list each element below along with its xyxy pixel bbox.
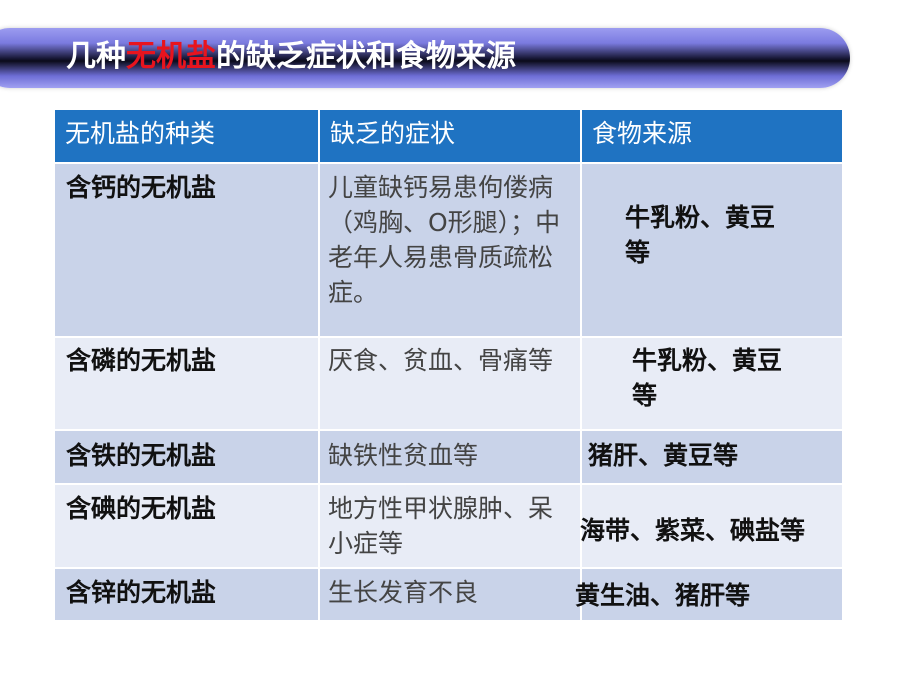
table-row bbox=[55, 569, 842, 620]
type-cell: 含钙的无机盐 bbox=[66, 173, 217, 202]
column-divider bbox=[580, 164, 582, 620]
table-row bbox=[55, 485, 842, 567]
table-row bbox=[55, 164, 842, 336]
header-symptoms: 缺乏的症状 bbox=[320, 110, 580, 162]
food-cell: 海带、紫菜、碘盐等 bbox=[580, 516, 806, 545]
title-bar bbox=[0, 28, 850, 88]
symptoms-cell: 儿童缺钙易患佝偻病（鸡胸、O形腿）；中老年人易患骨质疏松症。 bbox=[328, 173, 561, 307]
symptoms-cell: 缺铁性贫血等 bbox=[328, 441, 479, 470]
food-cell: 牛乳粉、黄豆等 bbox=[632, 346, 783, 410]
header-food: 食物来源 bbox=[582, 110, 842, 162]
food-cell: 黄生油、猪肝等 bbox=[575, 581, 751, 610]
title-highlight: 无机盐 bbox=[126, 39, 216, 74]
symptoms-cell: 生长发育不良 bbox=[328, 578, 479, 607]
header-type: 无机盐的种类 bbox=[55, 110, 318, 162]
food-cell: 牛乳粉、黄豆等 bbox=[625, 203, 776, 267]
column-divider bbox=[318, 164, 320, 620]
title-suffix: 的缺乏症状和食物来源 bbox=[216, 39, 516, 74]
type-cell: 含碘的无机盐 bbox=[66, 494, 217, 523]
type-cell: 含磷的无机盐 bbox=[66, 346, 217, 375]
symptoms-cell: 地方性甲状腺肿、呆小症等 bbox=[328, 494, 554, 558]
type-cell: 含锌的无机盐 bbox=[66, 578, 217, 607]
table-row bbox=[55, 338, 842, 429]
type-cell: 含铁的无机盐 bbox=[66, 441, 217, 470]
food-cell: 猪肝、黄豆等 bbox=[588, 441, 739, 470]
table-row bbox=[55, 431, 842, 483]
slide-title: 几种无机盐的缺乏症状和食物来源 bbox=[66, 32, 516, 82]
title-prefix: 几种 bbox=[66, 39, 126, 74]
symptoms-cell: 厌食、贫血、骨痛等 bbox=[328, 346, 554, 375]
